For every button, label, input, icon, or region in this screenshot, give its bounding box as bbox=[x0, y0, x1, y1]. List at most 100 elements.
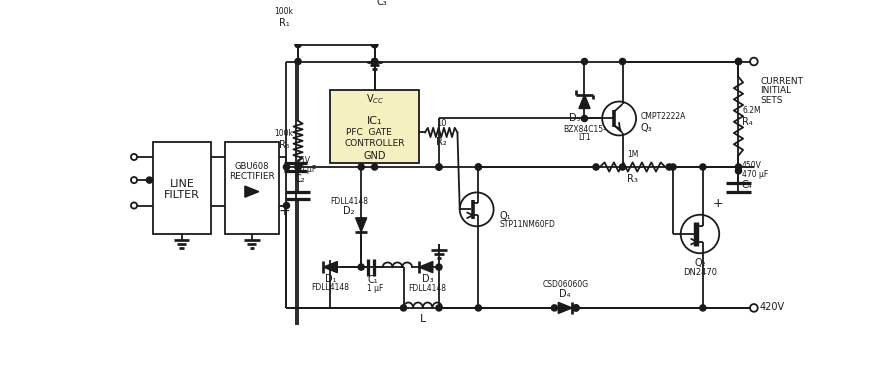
Text: C₁: C₁ bbox=[367, 275, 377, 285]
Text: D₄: D₄ bbox=[559, 289, 570, 299]
Circle shape bbox=[131, 154, 137, 160]
Circle shape bbox=[580, 58, 587, 65]
Circle shape bbox=[619, 164, 625, 170]
Circle shape bbox=[749, 58, 757, 65]
Circle shape bbox=[699, 305, 705, 311]
Circle shape bbox=[734, 58, 740, 65]
Text: Q₂: Q₂ bbox=[693, 258, 705, 268]
Text: 420V: 420V bbox=[760, 302, 784, 312]
Bar bbox=[224, 142, 278, 234]
Text: 20 μF: 20 μF bbox=[295, 165, 315, 174]
Polygon shape bbox=[419, 262, 432, 273]
Circle shape bbox=[734, 168, 740, 174]
Circle shape bbox=[358, 264, 364, 270]
Text: D₃: D₃ bbox=[421, 274, 433, 284]
Text: PFC  GATE: PFC GATE bbox=[345, 128, 391, 137]
Circle shape bbox=[435, 264, 441, 270]
Circle shape bbox=[734, 164, 740, 170]
Circle shape bbox=[295, 164, 301, 170]
Text: 10: 10 bbox=[435, 119, 446, 128]
Text: INITIAL: INITIAL bbox=[760, 86, 790, 95]
Text: L: L bbox=[419, 315, 426, 324]
Circle shape bbox=[734, 58, 740, 65]
Text: FDLL4148: FDLL4148 bbox=[408, 284, 446, 293]
Text: R₄: R₄ bbox=[741, 117, 753, 127]
Text: Q₃: Q₃ bbox=[640, 123, 652, 133]
Circle shape bbox=[283, 343, 289, 350]
Text: IC₁: IC₁ bbox=[367, 116, 382, 126]
Circle shape bbox=[573, 305, 579, 311]
Text: 100k: 100k bbox=[275, 128, 294, 138]
Circle shape bbox=[131, 177, 137, 183]
Bar bbox=[153, 142, 211, 234]
Circle shape bbox=[295, 42, 301, 48]
Text: GND: GND bbox=[363, 151, 386, 161]
Text: C₄: C₄ bbox=[740, 180, 752, 190]
Text: SETS: SETS bbox=[760, 96, 781, 104]
Text: STP11NM60FD: STP11NM60FD bbox=[499, 220, 555, 229]
Circle shape bbox=[371, 58, 377, 65]
Polygon shape bbox=[245, 186, 258, 197]
Text: 450V: 450V bbox=[740, 161, 760, 170]
Text: R₃: R₃ bbox=[627, 174, 637, 184]
Text: LT1: LT1 bbox=[578, 133, 590, 142]
Text: FDLL4148: FDLL4148 bbox=[311, 283, 349, 292]
Polygon shape bbox=[323, 262, 337, 273]
Text: C₃: C₃ bbox=[376, 0, 388, 7]
Polygon shape bbox=[355, 218, 367, 232]
Text: 6.2M: 6.2M bbox=[741, 105, 760, 115]
Text: Q₁: Q₁ bbox=[499, 211, 511, 220]
Circle shape bbox=[283, 164, 289, 170]
Text: LINE: LINE bbox=[169, 179, 195, 189]
Circle shape bbox=[666, 164, 672, 170]
Text: 1 μF: 1 μF bbox=[367, 284, 383, 293]
Circle shape bbox=[573, 305, 579, 311]
Circle shape bbox=[371, 164, 377, 170]
Text: 1M: 1M bbox=[627, 150, 638, 159]
Text: V$_{CC}$: V$_{CC}$ bbox=[365, 92, 383, 106]
Text: FDLL4148: FDLL4148 bbox=[329, 197, 368, 206]
Circle shape bbox=[295, 164, 301, 170]
Circle shape bbox=[283, 203, 289, 208]
Circle shape bbox=[400, 305, 406, 311]
Circle shape bbox=[474, 164, 481, 170]
Text: CSD06060G: CSD06060G bbox=[541, 280, 587, 289]
Circle shape bbox=[474, 164, 481, 170]
Text: DN2470: DN2470 bbox=[682, 268, 716, 277]
Circle shape bbox=[371, 58, 377, 65]
Circle shape bbox=[551, 305, 557, 311]
Circle shape bbox=[358, 164, 364, 170]
Text: 100k: 100k bbox=[275, 7, 294, 16]
Circle shape bbox=[474, 305, 481, 311]
Circle shape bbox=[619, 58, 625, 65]
Text: 470 μF: 470 μF bbox=[740, 170, 767, 179]
Polygon shape bbox=[558, 302, 572, 314]
Text: D₁: D₁ bbox=[324, 274, 335, 284]
Circle shape bbox=[593, 164, 599, 170]
Text: FILTER: FILTER bbox=[164, 191, 200, 200]
Text: GBU608: GBU608 bbox=[235, 162, 269, 171]
Circle shape bbox=[435, 305, 441, 311]
Text: C₂: C₂ bbox=[295, 173, 305, 184]
Text: BZX84C15-: BZX84C15- bbox=[562, 125, 605, 134]
Text: CMPT2222A: CMPT2222A bbox=[640, 112, 686, 122]
Circle shape bbox=[580, 115, 587, 122]
Text: R₁: R₁ bbox=[278, 18, 289, 28]
Circle shape bbox=[371, 42, 377, 48]
Text: 35V: 35V bbox=[295, 155, 309, 165]
Circle shape bbox=[131, 203, 137, 208]
Circle shape bbox=[669, 164, 675, 170]
Text: CONTROLLER: CONTROLLER bbox=[344, 139, 404, 148]
Text: +: + bbox=[278, 204, 289, 218]
Text: D₅: D₅ bbox=[568, 114, 580, 123]
Circle shape bbox=[435, 164, 441, 170]
Circle shape bbox=[146, 177, 152, 183]
Text: R₅: R₅ bbox=[279, 140, 289, 150]
Circle shape bbox=[435, 164, 441, 170]
Circle shape bbox=[699, 164, 705, 170]
Text: D₂: D₂ bbox=[342, 206, 355, 216]
Text: RECTIFIER: RECTIFIER bbox=[229, 172, 275, 181]
Text: +: + bbox=[712, 197, 722, 210]
Circle shape bbox=[371, 42, 377, 48]
Circle shape bbox=[749, 304, 757, 312]
